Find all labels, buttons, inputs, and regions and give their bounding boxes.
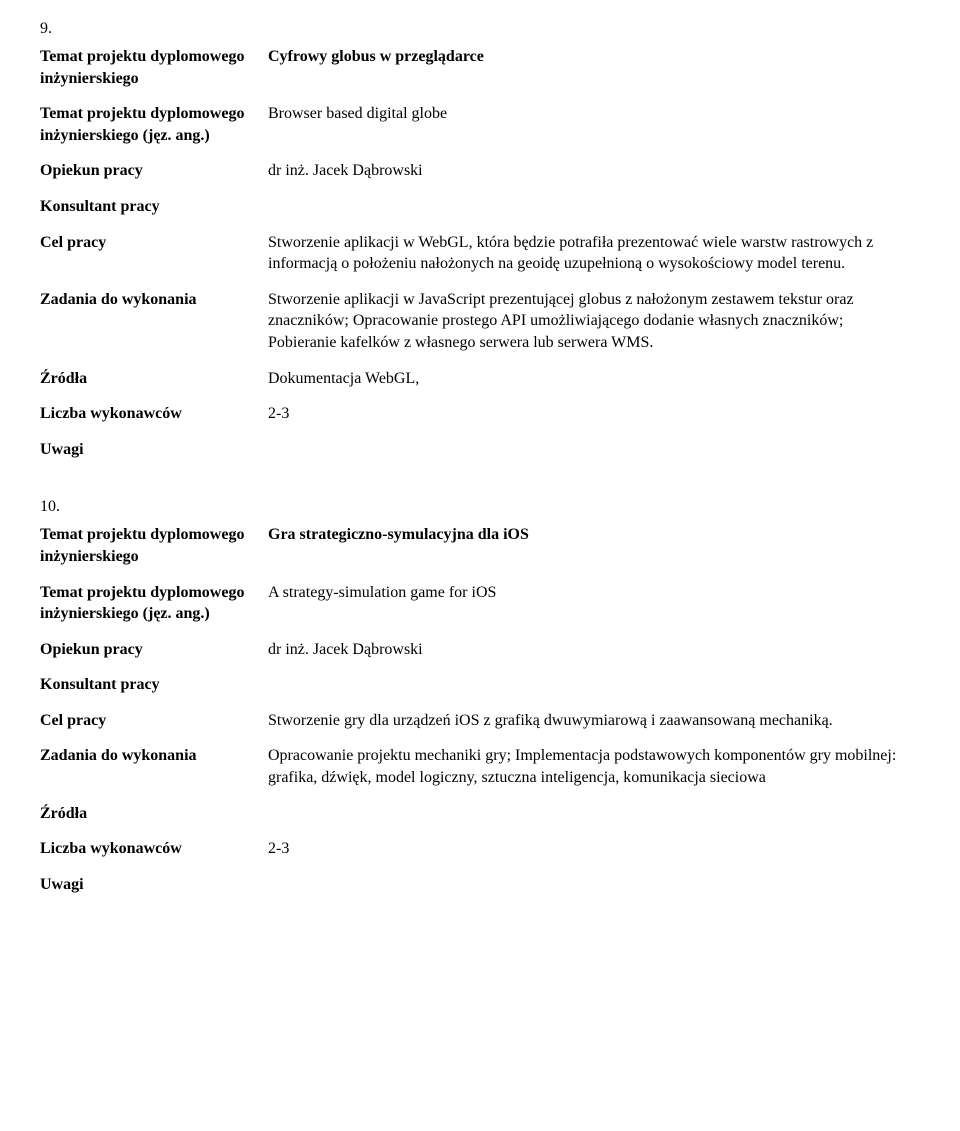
label-notes: Uwagi bbox=[40, 435, 268, 471]
row-count: Liczba wykonawców 2-3 bbox=[40, 834, 920, 870]
label-consultant: Konsultant pracy bbox=[40, 670, 268, 706]
row-sources: Źródła Dokumentacja WebGL, bbox=[40, 364, 920, 400]
row-tasks: Zadania do wykonania Stworzenie aplikacj… bbox=[40, 285, 920, 364]
page: 9. Temat projektu dyplomowego inżyniersk… bbox=[0, 0, 960, 1131]
label-consultant: Konsultant pracy bbox=[40, 192, 268, 228]
row-topic: Temat projektu dyplomowego inżynierskieg… bbox=[40, 42, 920, 99]
row-goal: Cel pracy Stworzenie gry dla urządzeń iO… bbox=[40, 706, 920, 742]
value-supervisor: dr inż. Jacek Dąbrowski bbox=[268, 156, 920, 192]
value-sources: Dokumentacja WebGL, bbox=[268, 364, 920, 400]
row-topic-en: Temat projektu dyplomowego inżynierskieg… bbox=[40, 99, 920, 156]
label-tasks: Zadania do wykonania bbox=[40, 741, 268, 798]
value-notes bbox=[268, 435, 920, 471]
row-supervisor: Opiekun pracy dr inż. Jacek Dąbrowski bbox=[40, 156, 920, 192]
section-number-10: 10. bbox=[40, 498, 920, 516]
project-table-10: Temat projektu dyplomowego inżynierskieg… bbox=[40, 520, 920, 905]
label-count: Liczba wykonawców bbox=[40, 399, 268, 435]
row-goal: Cel pracy Stworzenie aplikacji w WebGL, … bbox=[40, 228, 920, 285]
row-topic: Temat projektu dyplomowego inżynierskieg… bbox=[40, 520, 920, 577]
row-tasks: Zadania do wykonania Opracowanie projekt… bbox=[40, 741, 920, 798]
label-supervisor: Opiekun pracy bbox=[40, 635, 268, 671]
label-topic-en: Temat projektu dyplomowego inżynierskieg… bbox=[40, 99, 268, 156]
row-consultant: Konsultant pracy bbox=[40, 192, 920, 228]
value-notes bbox=[268, 870, 920, 906]
value-count: 2-3 bbox=[268, 834, 920, 870]
value-topic-en: Browser based digital globe bbox=[268, 99, 920, 156]
label-tasks: Zadania do wykonania bbox=[40, 285, 268, 364]
label-sources: Źródła bbox=[40, 799, 268, 835]
section-number-9: 9. bbox=[40, 20, 920, 38]
value-topic: Cyfrowy globus w przeglądarce bbox=[268, 42, 920, 99]
label-count: Liczba wykonawców bbox=[40, 834, 268, 870]
row-sources: Źródła bbox=[40, 799, 920, 835]
label-goal: Cel pracy bbox=[40, 228, 268, 285]
value-goal: Stworzenie gry dla urządzeń iOS z grafik… bbox=[268, 706, 920, 742]
row-topic-en: Temat projektu dyplomowego inżynierskieg… bbox=[40, 578, 920, 635]
value-sources bbox=[268, 799, 920, 835]
value-tasks: Opracowanie projektu mechaniki gry; Impl… bbox=[268, 741, 920, 798]
label-topic: Temat projektu dyplomowego inżynierskieg… bbox=[40, 42, 268, 99]
label-notes: Uwagi bbox=[40, 870, 268, 906]
label-topic-en: Temat projektu dyplomowego inżynierskieg… bbox=[40, 578, 268, 635]
value-topic: Gra strategiczno-symulacyjna dla iOS bbox=[268, 520, 920, 577]
row-notes: Uwagi bbox=[40, 435, 920, 471]
row-supervisor: Opiekun pracy dr inż. Jacek Dąbrowski bbox=[40, 635, 920, 671]
label-sources: Źródła bbox=[40, 364, 268, 400]
label-topic: Temat projektu dyplomowego inżynierskieg… bbox=[40, 520, 268, 577]
value-goal: Stworzenie aplikacji w WebGL, która będz… bbox=[268, 228, 920, 285]
value-supervisor: dr inż. Jacek Dąbrowski bbox=[268, 635, 920, 671]
row-notes: Uwagi bbox=[40, 870, 920, 906]
value-consultant bbox=[268, 192, 920, 228]
value-count: 2-3 bbox=[268, 399, 920, 435]
value-topic-en: A strategy-simulation game for iOS bbox=[268, 578, 920, 635]
value-tasks: Stworzenie aplikacji w JavaScript prezen… bbox=[268, 285, 920, 364]
row-count: Liczba wykonawców 2-3 bbox=[40, 399, 920, 435]
project-table-9: Temat projektu dyplomowego inżynierskieg… bbox=[40, 42, 920, 470]
row-consultant: Konsultant pracy bbox=[40, 670, 920, 706]
value-consultant bbox=[268, 670, 920, 706]
label-goal: Cel pracy bbox=[40, 706, 268, 742]
label-supervisor: Opiekun pracy bbox=[40, 156, 268, 192]
